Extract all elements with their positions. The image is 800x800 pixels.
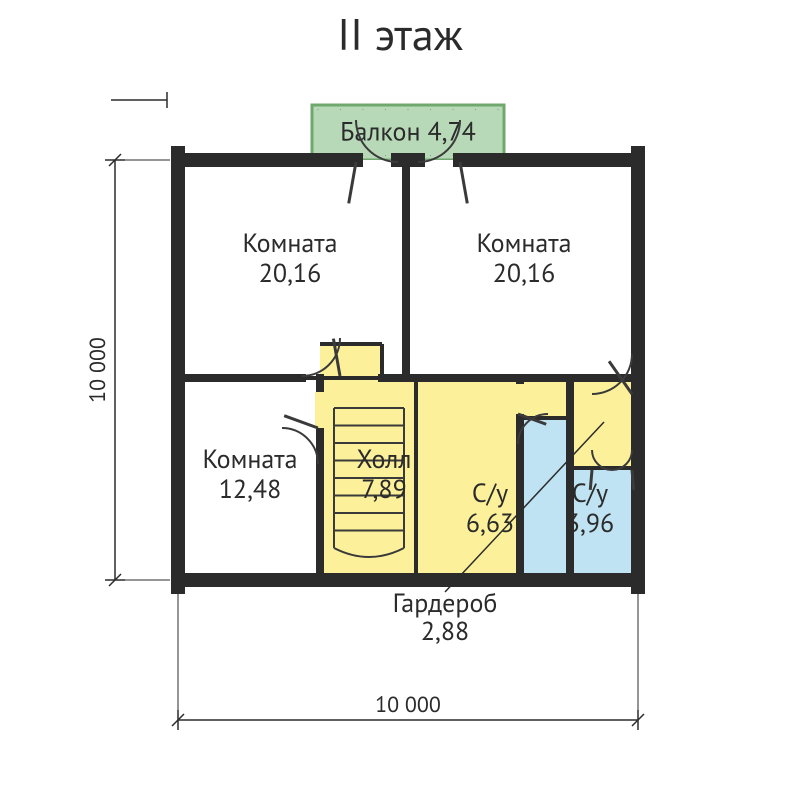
bath2-area: 3,96 [566, 507, 614, 540]
room-bl-area: 12,48 [219, 473, 282, 506]
floor-plan: II этажБалкон 4,74Комната20,16Комната20,… [0, 0, 800, 800]
bath1-area: 6,63 [466, 507, 514, 540]
bath1-fill [520, 418, 570, 580]
bath1-name: С/у [472, 477, 508, 510]
dim-height: 10 000 [84, 337, 112, 403]
balcony-label: Балкон 4,74 [340, 116, 476, 149]
room-tl-area: 20,16 [259, 257, 322, 290]
room-tr-area: 20,16 [493, 257, 556, 290]
bath2-name: С/у [572, 477, 608, 510]
hall-area: 7,89 [361, 473, 407, 506]
hall-name: Холл [357, 443, 412, 476]
room-tr-name: Комната [476, 227, 571, 260]
room-bl-name: Комната [202, 443, 297, 476]
page-title: II этаж [337, 6, 462, 63]
room-tl-name: Комната [242, 227, 337, 260]
dim-width: 10 000 [375, 691, 441, 719]
wardrobe-area: 2,88 [421, 615, 469, 648]
